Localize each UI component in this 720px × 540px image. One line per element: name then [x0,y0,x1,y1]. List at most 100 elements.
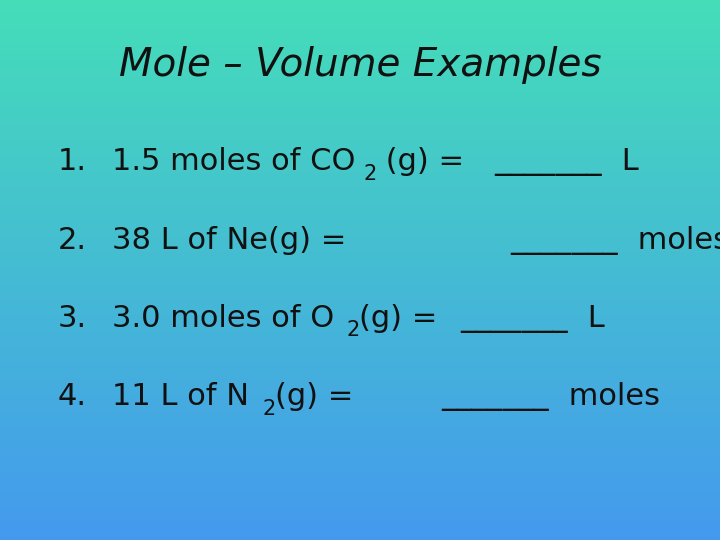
Bar [0,484,720,486]
Bar [0,88,720,90]
Bar [0,0,720,2]
Bar [0,90,720,92]
Bar [0,326,720,328]
Bar [0,268,720,270]
Bar [0,335,720,336]
Bar [0,524,720,525]
Bar [0,312,720,313]
Bar [0,471,720,474]
Bar [0,177,720,178]
Bar [0,218,720,220]
Bar [0,518,720,520]
Bar [0,501,720,502]
Bar [0,285,720,286]
Bar [0,367,720,369]
Bar [0,468,720,470]
Bar [0,301,720,302]
Bar [0,191,720,193]
Bar [0,333,720,335]
Text: (g) =: (g) = [377,147,474,177]
Bar [0,196,720,198]
Bar [0,34,720,36]
Bar [0,137,720,139]
Bar [0,194,720,196]
Bar [0,506,720,508]
Bar [0,247,720,248]
Bar [0,407,720,409]
Bar [0,376,720,378]
Bar [0,130,720,131]
Bar [0,15,720,16]
Bar [0,317,720,319]
Bar [0,319,720,320]
Bar [0,517,720,518]
Bar [0,25,720,27]
Bar [0,497,720,498]
Bar [0,304,720,306]
Bar [0,401,720,403]
Bar [0,355,720,356]
Text: 2: 2 [364,164,377,184]
Bar [0,410,720,412]
Bar [0,529,720,531]
Bar [0,225,720,227]
Text: _______: _______ [441,382,549,411]
Bar [0,187,720,189]
Bar [0,398,720,400]
Bar [0,374,720,376]
Bar [0,293,720,295]
Bar [0,32,720,34]
Bar [0,155,720,157]
Bar [0,45,720,47]
Bar [0,185,720,187]
Bar [0,20,720,22]
Bar [0,66,720,69]
Bar [0,204,720,205]
Bar [0,331,720,333]
Bar [0,315,720,317]
Bar [0,520,720,522]
Bar [0,157,720,158]
Bar [0,42,720,43]
Bar [0,488,720,490]
Bar [0,220,720,221]
Text: 3.0 moles of O: 3.0 moles of O [112,304,334,333]
Bar [0,212,720,214]
Bar [0,92,720,93]
Bar [0,104,720,106]
Bar [0,270,720,272]
Bar [0,340,720,342]
Bar [0,403,720,405]
Bar [0,383,720,385]
Bar [0,54,720,56]
Bar [0,147,720,150]
Bar [0,274,720,275]
Bar [0,409,720,410]
Bar [0,261,720,263]
Bar [0,414,720,416]
Bar [0,131,720,133]
Bar [0,536,720,538]
Bar [0,209,720,211]
Bar [0,254,720,255]
Bar [0,200,720,201]
Bar [0,227,720,228]
Bar [0,59,720,61]
Bar [0,113,720,115]
Bar [0,117,720,119]
Text: 1.: 1. [58,147,86,177]
Bar [0,279,720,281]
Bar [0,16,720,18]
Bar [0,180,720,182]
Bar [0,29,720,31]
Bar [0,531,720,533]
Text: moles: moles [559,382,660,411]
Bar [0,461,720,463]
Bar [0,263,720,265]
Bar [0,466,720,468]
Text: L: L [611,147,639,177]
Text: 2: 2 [263,399,276,419]
Bar [0,329,720,331]
Bar [0,533,720,535]
Bar [0,511,720,513]
